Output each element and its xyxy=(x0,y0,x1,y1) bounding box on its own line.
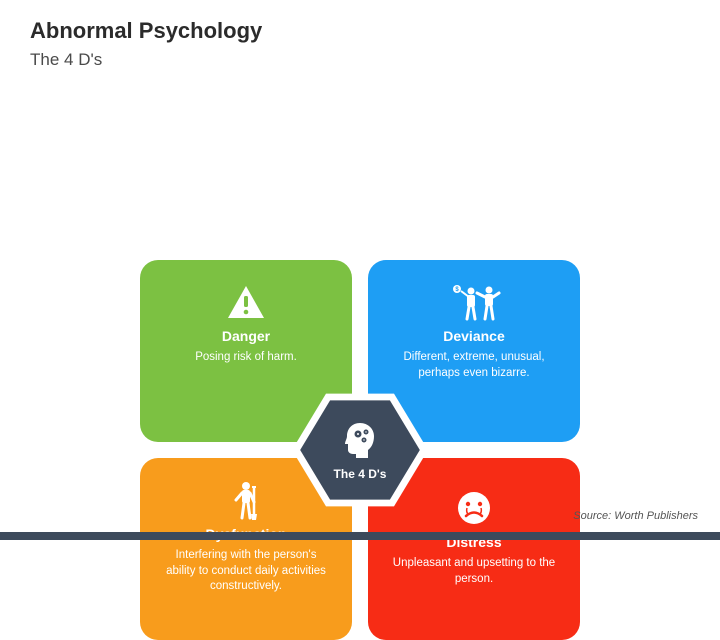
quad-danger-desc: Posing risk of harm. xyxy=(189,350,303,366)
quad-distress-desc: Unpleasant and upsetting to the person. xyxy=(386,556,562,587)
quad-danger-title: Danger xyxy=(222,328,270,344)
center-hexagon: The 4 D's xyxy=(292,390,428,510)
hex-outline: The 4 D's xyxy=(292,390,428,510)
hex-inner: The 4 D's xyxy=(300,397,420,503)
four-d-diagram: Danger Posing risk of harm. $ Deviance xyxy=(140,260,580,640)
slide-header: Abnormal Psychology The 4 D's xyxy=(0,0,720,70)
robbery-icon: $ xyxy=(447,282,501,322)
shovel-person-icon xyxy=(231,480,261,520)
page-title: Abnormal Psychology xyxy=(30,18,690,44)
quad-dysfunction-desc: Interfering with the person's ability to… xyxy=(158,548,334,595)
page-subtitle: The 4 D's xyxy=(30,50,690,70)
source-credit: Source: Worth Publishers xyxy=(573,510,698,522)
bottom-bar xyxy=(0,532,720,540)
sad-face-icon xyxy=(456,488,492,528)
hex-label: The 4 D's xyxy=(334,467,387,481)
warning-icon xyxy=(227,282,265,322)
quad-deviance-title: Deviance xyxy=(443,328,504,344)
quad-deviance-desc: Different, extreme, unusual, perhaps eve… xyxy=(386,350,562,381)
brain-gears-icon xyxy=(340,420,380,463)
